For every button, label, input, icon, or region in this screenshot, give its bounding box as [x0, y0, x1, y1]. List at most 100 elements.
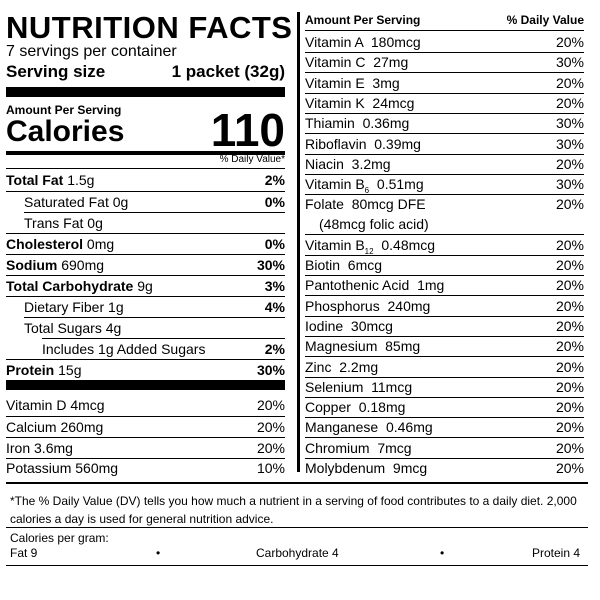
vitamin-dv: 20%	[555, 358, 584, 375]
divider	[305, 92, 584, 94]
vitamin-row: Molybdenum 9mcg 20%	[305, 458, 584, 478]
vitamin-subscript: 12	[364, 246, 374, 256]
divider	[305, 315, 584, 317]
vitamin-row: Zinc 2.2mg 20%	[305, 357, 584, 377]
vitamin-row-potassium: Potassium 560mg 10%	[6, 458, 285, 478]
right-column-header: Amount Per Serving % Daily Value	[305, 12, 584, 28]
divider	[6, 191, 285, 192]
amount-per-serving-heading: Amount Per Serving	[6, 103, 122, 117]
vitamin-name: Pantothenic Acid 1mg	[305, 277, 445, 294]
vitamin-name: Magnesium 85mg	[305, 338, 421, 355]
vitamin-subscript: 6	[364, 185, 370, 195]
nutrient-amount: 9g	[137, 278, 153, 294]
nutrient-name: Protein	[6, 362, 55, 378]
divider	[305, 234, 584, 236]
divider	[6, 296, 285, 297]
footer-divider	[6, 482, 588, 484]
nutrient-row-trans-fat: Trans Fat 0g	[6, 213, 285, 233]
nutrient-row-total-fat: Total Fat 1.5g 2%	[6, 170, 285, 190]
vitamin-dv: 20%	[256, 440, 285, 456]
nutrient-row-total-carbohydrate: Total Carbohydrate 9g 3%	[6, 276, 285, 296]
divider	[305, 295, 584, 297]
nutrient-row-sodium: Sodium 690mg 30%	[6, 255, 285, 275]
vitamin-name: Folate 80mcg DFE	[305, 196, 426, 213]
vitamin-name: Thiamin 0.36mg	[305, 115, 410, 132]
nutrient-name: Total Fat	[6, 172, 64, 188]
divider	[24, 317, 285, 318]
nutrient-dv: 30%	[256, 257, 285, 273]
vitamin-dv: 20%	[555, 34, 584, 50]
vitamin-dv: 20%	[555, 236, 584, 253]
vitamin-dv: 30%	[555, 115, 584, 132]
servings-per-container: 7 servings per container	[6, 43, 177, 60]
vitamin-name: Phosphorus 240mg	[305, 297, 431, 314]
serving-size-label: Serving size	[6, 62, 106, 81]
vitamin-dv: 20%	[555, 74, 584, 91]
vitamin-dv: 20%	[555, 338, 584, 355]
nutrient-amount: 0g	[87, 215, 103, 231]
vitamin-row: Vitamin B12 0.48mcg 20%	[305, 235, 584, 256]
vitamin-name: Vitamin B	[305, 176, 365, 193]
nutrient-dv: 0%	[264, 194, 285, 210]
vitamin-name: Vitamin K 24mcg	[305, 94, 415, 111]
divider	[305, 275, 584, 276]
vitamin-row: Biotin 6mcg 20%	[305, 255, 584, 275]
vitamin-name: Biotin 6mcg	[305, 257, 383, 273]
footnote: *The % Daily Value (DV) tells you how mu…	[10, 494, 577, 526]
divider	[305, 52, 584, 53]
nutrient-amount: 1.5g	[67, 172, 95, 188]
nutrient-name: Cholesterol	[6, 236, 84, 252]
vitamin-row: Pantothenic Acid 1mg 20%	[305, 275, 584, 295]
vitamin-dv: 20%	[555, 297, 584, 314]
vitamin-row: Copper 0.18mg 20%	[305, 397, 584, 417]
nutrient-amount: 0mg	[86, 236, 115, 252]
nutrient-name: Total Carbohydrate	[6, 278, 134, 294]
vitamin-row: Vitamin K 24mcg 20%	[305, 93, 584, 113]
vitamin-amount: 0.48mcg	[373, 236, 436, 253]
vitamin-dv: 20%	[256, 419, 285, 435]
nutrient-name: Sodium	[6, 257, 58, 273]
vitamin-name: Riboflavin 0.39mg	[305, 135, 421, 152]
vitamin-row: Vitamin B6 0.51mg 30%	[305, 174, 584, 195]
daily-value-header: % Daily Value*	[219, 154, 285, 165]
vitamin-dv: 30%	[555, 54, 584, 71]
nutrient-dv: 3%	[264, 278, 285, 294]
vitamin-amount: 0.51mg	[369, 176, 424, 193]
fat-calories-per-gram: Fat 9	[10, 546, 38, 560]
divider	[305, 376, 584, 378]
vitamin-name: Vitamin A 180mcg	[305, 34, 421, 50]
vitamin-row: Magnesium 85mg 20%	[305, 336, 584, 356]
vitamin-row: Manganese 0.46mg 20%	[305, 417, 584, 437]
vitamin-note: (48mcg folic acid)	[319, 216, 429, 233]
footer-divider	[6, 565, 588, 566]
divider	[305, 396, 584, 398]
vitamin-name: Vitamin D 4mcg	[6, 397, 105, 413]
daily-value-header: % Daily Value	[506, 13, 584, 27]
nutrient-amount: 1g	[108, 299, 124, 315]
vitamin-dv: 20%	[555, 419, 584, 436]
vitamin-name: Vitamin E 3mg	[305, 74, 400, 91]
divider	[305, 30, 584, 31]
vitamin-row: Iodine 30mcg 20%	[305, 316, 584, 336]
vitamin-row: Vitamin E 3mg 20%	[305, 73, 584, 93]
column-divider	[297, 12, 300, 472]
vitamin-row: Riboflavin 0.39mg 30%	[305, 134, 584, 154]
amount-per-serving-heading: Amount Per Serving	[305, 13, 421, 27]
carb-calories-per-gram: Carbohydrate 4	[256, 546, 339, 560]
vitamin-row: Selenium 11mcg 20%	[305, 377, 584, 397]
separator-dot: •	[156, 546, 161, 560]
calories-per-gram-label: Calories per gram:	[10, 531, 109, 545]
vitamin-dv: 20%	[256, 397, 285, 413]
nutrient-row-dietary-fiber: Dietary Fiber 1g 4%	[6, 297, 285, 317]
label-title: NUTRITION FACTS	[6, 10, 293, 45]
vitamin-row: Vitamin C 27mg 30%	[305, 52, 584, 72]
divider	[6, 275, 285, 276]
nutrient-amount: 0g	[112, 194, 129, 210]
serving-size-row: Serving size 1 packet (32g)	[6, 62, 285, 82]
vitamin-dv: 20%	[555, 439, 584, 456]
nutrient-row-protein: Protein 15g 30%	[6, 360, 285, 380]
nutrient-amount: 690mg	[61, 257, 105, 273]
divider	[6, 437, 285, 438]
vitamin-name: Chromium 7mcg	[305, 439, 412, 456]
divider	[305, 112, 584, 114]
